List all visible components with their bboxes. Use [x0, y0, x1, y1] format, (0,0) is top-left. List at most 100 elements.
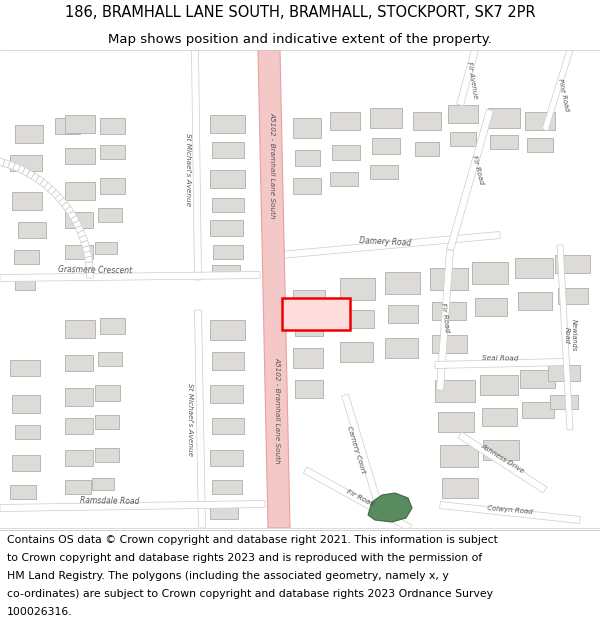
Polygon shape [12, 395, 40, 413]
Polygon shape [65, 245, 93, 259]
Polygon shape [341, 394, 383, 511]
Polygon shape [15, 125, 43, 143]
Polygon shape [388, 305, 418, 323]
Polygon shape [44, 182, 52, 191]
Polygon shape [213, 245, 243, 259]
Polygon shape [52, 189, 60, 198]
Polygon shape [518, 292, 552, 310]
Polygon shape [550, 395, 578, 409]
Text: Carnery Court: Carnery Court [346, 426, 366, 474]
Polygon shape [100, 318, 125, 334]
Polygon shape [62, 202, 70, 211]
Polygon shape [65, 320, 95, 338]
Polygon shape [437, 250, 454, 390]
Polygon shape [31, 173, 39, 182]
Polygon shape [295, 318, 323, 336]
Polygon shape [75, 225, 84, 233]
Text: 186, BRAMHALL LANE SOUTH, BRAMHALL, STOCKPORT, SK7 2PR: 186, BRAMHALL LANE SOUTH, BRAMHALL, STOC… [65, 5, 535, 20]
Polygon shape [558, 288, 588, 304]
Polygon shape [293, 290, 325, 310]
Polygon shape [332, 145, 360, 160]
Text: Pine Road: Pine Road [557, 78, 569, 112]
Polygon shape [15, 278, 35, 290]
Polygon shape [280, 231, 500, 259]
Polygon shape [77, 230, 86, 238]
Polygon shape [26, 170, 35, 179]
Polygon shape [70, 216, 79, 224]
Polygon shape [340, 278, 375, 300]
Polygon shape [47, 186, 56, 194]
Polygon shape [95, 448, 119, 462]
Polygon shape [10, 360, 40, 376]
Polygon shape [0, 501, 265, 511]
Text: Fir Road: Fir Road [471, 155, 485, 185]
Polygon shape [79, 235, 88, 242]
Polygon shape [330, 112, 360, 130]
Polygon shape [488, 108, 520, 128]
Polygon shape [100, 145, 125, 159]
Polygon shape [442, 478, 478, 498]
Text: A5102 - Bramhall Lane South: A5102 - Bramhall Lane South [274, 357, 280, 463]
Polygon shape [432, 335, 467, 353]
Text: to Crown copyright and database rights 2023 and is reproduced with the permissio: to Crown copyright and database rights 2… [7, 552, 482, 562]
Polygon shape [458, 432, 547, 493]
Text: co-ordinates) are subject to Crown copyright and database rights 2023 Ordnance S: co-ordinates) are subject to Crown copyr… [7, 589, 493, 599]
Text: Map shows position and indicative extent of the property.: Map shows position and indicative extent… [108, 32, 492, 46]
Polygon shape [210, 450, 243, 466]
Polygon shape [413, 112, 441, 130]
Polygon shape [340, 342, 373, 362]
Polygon shape [17, 165, 25, 174]
Polygon shape [490, 135, 518, 149]
Polygon shape [370, 165, 398, 179]
Polygon shape [440, 501, 580, 524]
Polygon shape [82, 246, 91, 252]
Polygon shape [475, 298, 507, 316]
Polygon shape [18, 222, 46, 238]
Polygon shape [212, 142, 244, 158]
Polygon shape [525, 112, 555, 130]
Polygon shape [0, 271, 260, 281]
Text: Fir Road: Fir Road [440, 302, 450, 333]
Polygon shape [435, 380, 475, 402]
Text: 100026316.: 100026316. [7, 607, 73, 617]
Polygon shape [95, 385, 120, 401]
Polygon shape [83, 251, 92, 258]
Polygon shape [3, 159, 10, 168]
Polygon shape [370, 108, 402, 128]
Text: Ashness Drive: Ashness Drive [481, 442, 526, 474]
Polygon shape [95, 415, 119, 429]
Polygon shape [100, 118, 125, 134]
Polygon shape [430, 268, 468, 290]
Polygon shape [65, 206, 74, 214]
Text: HM Land Registry. The polygons (including the associated geometry, namely x, y: HM Land Registry. The polygons (includin… [7, 571, 449, 581]
Polygon shape [65, 212, 93, 228]
Polygon shape [295, 150, 320, 166]
Polygon shape [40, 179, 48, 187]
Polygon shape [12, 192, 42, 210]
Text: Grasmere Crescent: Grasmere Crescent [58, 265, 132, 275]
Polygon shape [372, 138, 400, 154]
Polygon shape [68, 211, 76, 219]
Text: Damery Road: Damery Road [359, 236, 411, 248]
Polygon shape [210, 505, 238, 519]
Polygon shape [95, 242, 117, 254]
Polygon shape [8, 161, 15, 169]
Polygon shape [385, 272, 420, 294]
Polygon shape [342, 310, 374, 328]
Polygon shape [10, 155, 42, 171]
Polygon shape [522, 402, 554, 418]
Polygon shape [368, 493, 412, 522]
Polygon shape [385, 338, 418, 358]
Polygon shape [98, 352, 122, 366]
Polygon shape [212, 265, 240, 277]
Polygon shape [210, 170, 245, 188]
Polygon shape [58, 198, 67, 206]
Bar [282, 298, 350, 330]
Polygon shape [210, 115, 245, 133]
Polygon shape [527, 138, 553, 152]
Polygon shape [482, 408, 517, 426]
Polygon shape [415, 142, 439, 156]
Polygon shape [520, 370, 555, 388]
Polygon shape [55, 194, 64, 202]
Polygon shape [0, 158, 5, 166]
